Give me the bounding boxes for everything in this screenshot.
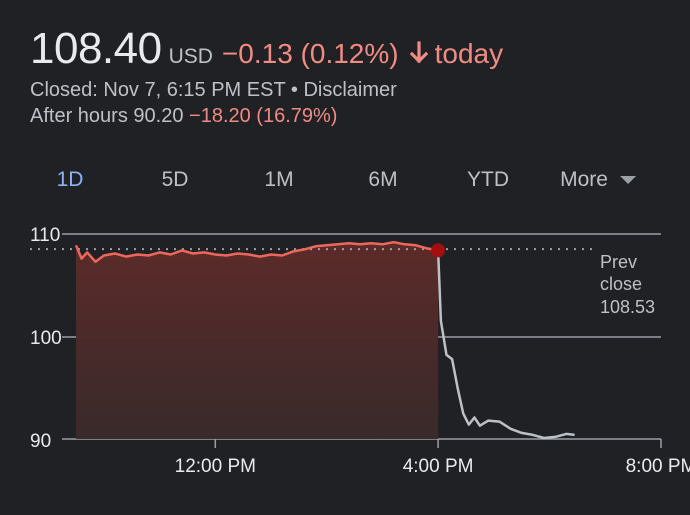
arrow-down-icon	[409, 41, 429, 65]
y-tick-label-90: 90	[30, 431, 51, 452]
after-hours-row: After hours 90.20 −18.20 (16.79%)	[30, 105, 337, 128]
price-change: −0.13 (0.12%)	[221, 38, 399, 69]
after-hours-label: After hours	[30, 105, 128, 127]
range-tabs: 1D 5D 1M 6M YTD More	[0, 168, 690, 196]
currency-code: USD	[168, 45, 213, 68]
after-hours-price: 90.20	[133, 105, 184, 127]
tab-ytd[interactable]: YTD	[467, 168, 509, 191]
y-tick-label-110: 110	[30, 225, 60, 246]
x-tick-label-8pm: 8:00 PM	[626, 456, 690, 477]
tab-more[interactable]: More	[560, 168, 636, 192]
prev-close-label-line1: Prev	[600, 252, 637, 272]
x-ticks	[214, 439, 662, 448]
regular-session-area	[76, 242, 439, 439]
after-hours-change: −18.20 (16.79%)	[189, 105, 338, 127]
y-tick-label-100: 100	[30, 328, 62, 349]
chevron-down-icon	[619, 176, 636, 184]
market-status: Closed: Nov 7, 6:15 PM EST • Disclaimer	[30, 79, 397, 102]
today-label: today	[434, 38, 504, 69]
regular-session-line	[74, 240, 439, 263]
tab-1m[interactable]: 1M	[264, 168, 294, 191]
tab-more-label: More	[560, 168, 608, 191]
tab-5d[interactable]: 5D	[161, 168, 189, 191]
after-hours-line	[436, 250, 575, 440]
price-row: 108.40 USD −0.13 (0.12%) today	[30, 24, 503, 74]
x-tick-label-4pm: 4:00 PM	[403, 456, 474, 477]
tab-1d[interactable]: 1D	[56, 168, 84, 191]
x-tick-label-12pm: 12:00 PM	[175, 456, 256, 477]
prev-close-value: 108.53	[600, 297, 655, 317]
closed-time: Closed: Nov 7, 6:15 PM EST	[30, 79, 286, 101]
prev-close-label-line2: close	[600, 274, 642, 294]
disclaimer-link[interactable]: Disclaimer	[303, 79, 397, 101]
market-close-marker	[431, 243, 446, 258]
separator-dot: •	[290, 79, 298, 101]
tab-6m[interactable]: 6M	[368, 168, 398, 191]
current-price: 108.40	[30, 24, 162, 73]
price-chart[interactable]: 110 100 90 12:00 PM 4:00 PM 8:00 PM Prev…	[0, 215, 690, 515]
